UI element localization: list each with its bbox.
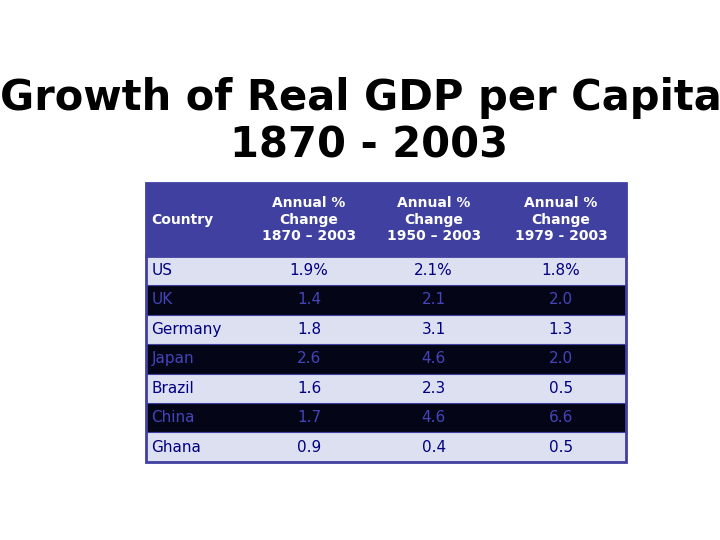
Text: Germany: Germany bbox=[151, 322, 222, 337]
Text: Ghana: Ghana bbox=[151, 440, 202, 455]
Text: 1.7: 1.7 bbox=[297, 410, 321, 425]
Text: Japan: Japan bbox=[151, 352, 194, 366]
Bar bbox=[145, 433, 626, 462]
Text: Annual %
Change
1950 – 2003: Annual % Change 1950 – 2003 bbox=[387, 196, 481, 243]
Text: Country: Country bbox=[151, 213, 214, 226]
Text: 2.1: 2.1 bbox=[422, 293, 446, 307]
Text: 1.6: 1.6 bbox=[297, 381, 321, 396]
Text: Growth of Real GDP per Capita,
1870 - 2003: Growth of Real GDP per Capita, 1870 - 20… bbox=[0, 77, 720, 166]
Text: Annual %
Change
1979 - 2003: Annual % Change 1979 - 2003 bbox=[515, 196, 607, 243]
Bar bbox=[145, 256, 626, 285]
Bar bbox=[145, 374, 626, 403]
Text: 2.3: 2.3 bbox=[422, 381, 446, 396]
Text: 2.1%: 2.1% bbox=[414, 263, 453, 278]
Text: 0.9: 0.9 bbox=[297, 440, 321, 455]
Text: 1.3: 1.3 bbox=[549, 322, 573, 337]
Text: 2.0: 2.0 bbox=[549, 352, 573, 366]
Bar bbox=[145, 285, 626, 315]
Text: 1.8%: 1.8% bbox=[541, 263, 580, 278]
Text: 0.5: 0.5 bbox=[549, 440, 573, 455]
Text: US: US bbox=[151, 263, 173, 278]
Text: 1.8: 1.8 bbox=[297, 322, 321, 337]
Text: 6.6: 6.6 bbox=[549, 410, 573, 425]
Text: 4.6: 4.6 bbox=[422, 352, 446, 366]
Text: Annual %
Change
1870 – 2003: Annual % Change 1870 – 2003 bbox=[262, 196, 356, 243]
Text: 1.9%: 1.9% bbox=[289, 263, 328, 278]
Bar bbox=[145, 344, 626, 374]
Text: 3.1: 3.1 bbox=[422, 322, 446, 337]
Text: 1.4: 1.4 bbox=[297, 293, 321, 307]
Text: China: China bbox=[151, 410, 195, 425]
Text: 0.5: 0.5 bbox=[549, 381, 573, 396]
Bar bbox=[145, 315, 626, 344]
Text: UK: UK bbox=[151, 293, 173, 307]
Text: 4.6: 4.6 bbox=[422, 410, 446, 425]
Text: 2.6: 2.6 bbox=[297, 352, 321, 366]
Text: 2.0: 2.0 bbox=[549, 293, 573, 307]
Text: Brazil: Brazil bbox=[151, 381, 194, 396]
Bar bbox=[145, 403, 626, 433]
Text: 0.4: 0.4 bbox=[422, 440, 446, 455]
